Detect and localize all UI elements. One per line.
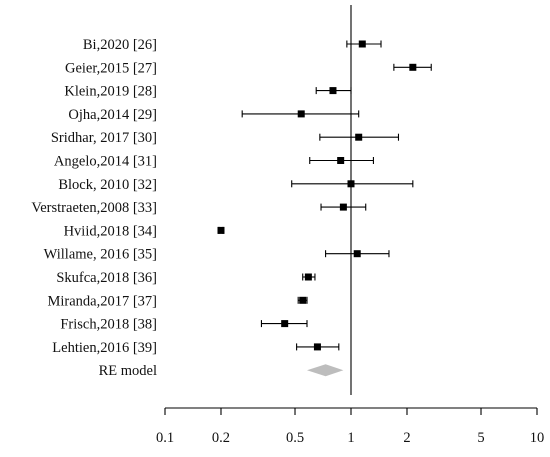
study-label: Sridhar, 2017 [30] bbox=[51, 130, 157, 146]
summary-estimate: RE model bbox=[99, 363, 344, 379]
study-label: Willame, 2016 [35] bbox=[44, 247, 157, 263]
point-estimate bbox=[409, 63, 417, 71]
point-estimate bbox=[358, 40, 366, 48]
study-label: Miranda,2017 [37] bbox=[47, 293, 157, 309]
study-label: Angelo,2014 [31] bbox=[54, 154, 157, 170]
summary-label: RE model bbox=[99, 363, 157, 379]
point-estimate bbox=[355, 133, 363, 141]
study-label: Klein,2019 [28] bbox=[64, 84, 157, 100]
point-estimates bbox=[217, 40, 417, 351]
point-estimate bbox=[347, 180, 355, 188]
study-label: Verstraeten,2008 [33] bbox=[31, 200, 157, 216]
point-estimate bbox=[297, 110, 305, 118]
x-tick-label: 0.5 bbox=[286, 430, 304, 446]
summary-diamond bbox=[306, 364, 344, 377]
x-axis: 0.1 0.2 0.5 1 2 5 10 bbox=[156, 407, 545, 446]
confidence-intervals bbox=[218, 40, 432, 351]
x-tick-label: 0.2 bbox=[212, 430, 230, 446]
study-label: Geier,2015 [27] bbox=[65, 60, 157, 76]
point-estimate bbox=[337, 157, 345, 164]
study-labels: Bi,2020 [26] Geier,2015 [27] Klein,2019 [2… bbox=[31, 37, 157, 356]
point-estimate bbox=[304, 273, 312, 281]
x-tick-label: 2 bbox=[403, 430, 410, 446]
study-label: Lehtien,2016 [39] bbox=[52, 340, 157, 356]
point-estimate bbox=[353, 250, 361, 258]
study-label: Hviid,2018 [34] bbox=[64, 223, 157, 239]
study-label: Frisch,2018 [38] bbox=[60, 317, 157, 333]
point-estimate bbox=[281, 320, 289, 328]
study-label: Bi,2020 [26] bbox=[83, 37, 157, 53]
point-estimate bbox=[313, 343, 321, 351]
point-estimate bbox=[329, 87, 337, 95]
x-tick-label: 5 bbox=[477, 430, 484, 446]
study-label: Block, 2010 [32] bbox=[58, 177, 157, 193]
study-label: Ojha,2014 [29] bbox=[68, 107, 157, 123]
point-estimate bbox=[217, 226, 225, 234]
point-estimate bbox=[299, 296, 307, 304]
x-tick-label: 1 bbox=[347, 430, 354, 446]
x-tick-label: 0.1 bbox=[156, 430, 174, 446]
study-label: Skufca,2018 [36] bbox=[56, 270, 157, 286]
x-tick-label: 10 bbox=[530, 430, 545, 446]
point-estimate bbox=[339, 203, 347, 211]
